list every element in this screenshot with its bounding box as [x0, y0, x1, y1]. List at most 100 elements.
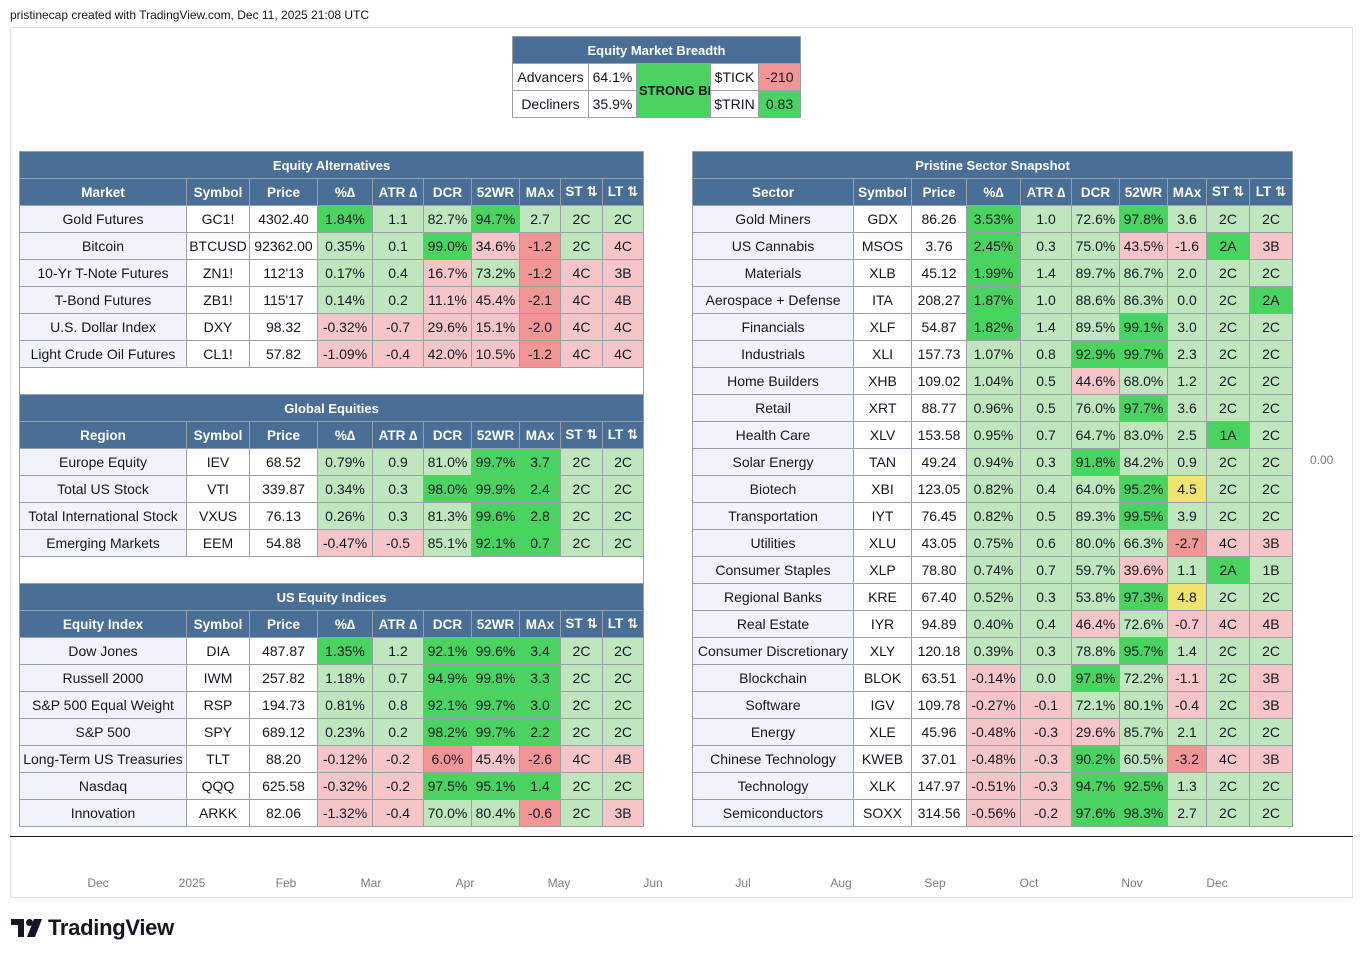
table-cell: 1.82% — [966, 313, 1021, 341]
table-cell: 2.1 — [1167, 718, 1207, 746]
tradingview-logo[interactable]: TradingView — [11, 915, 174, 941]
table-cell: 3B — [1248, 664, 1294, 692]
row-label: Total International Stock — [19, 502, 187, 530]
table-cell: 37.01 — [911, 745, 967, 773]
table-cell: 45.4% — [471, 286, 520, 314]
table-cell: 97.3% — [1119, 583, 1168, 611]
table-cell: 97.8% — [1119, 205, 1168, 233]
table-cell: 112'13 — [249, 259, 318, 287]
table-cell: 2C — [1248, 583, 1294, 611]
table-cell: 3B — [1248, 529, 1294, 557]
table-cell: 57.82 — [249, 340, 318, 368]
table-cell: -1.2 — [519, 340, 561, 368]
table-cell: IGV — [853, 691, 912, 719]
table-cell: 0.52% — [966, 583, 1021, 611]
row-label: Gold Miners — [692, 205, 854, 233]
table-cell: XLK — [853, 772, 912, 800]
table-cell: 4.5 — [1167, 475, 1207, 503]
table-cell: 0.7 — [1020, 556, 1072, 584]
table-cell: 78.8% — [1071, 637, 1120, 665]
table-cell: 0.8 — [372, 691, 424, 719]
table-cell: 2C — [601, 205, 645, 233]
table-cell: -0.56% — [966, 799, 1021, 827]
sector-snapshot-title: Pristine Sector Snapshot — [691, 151, 1294, 179]
table-cell: 109.02 — [911, 367, 967, 395]
table-cell: -1.2 — [519, 232, 561, 260]
table-cell: XLV — [853, 421, 912, 449]
tick-value: -210 — [757, 63, 802, 91]
table-cell: 1.35% — [317, 637, 373, 665]
table-cell: 92362.00 — [249, 232, 318, 260]
table-cell: 80.1% — [1119, 691, 1168, 719]
column-header: LT ⇅ — [601, 178, 645, 206]
row-label: T-Bond Futures — [19, 286, 187, 314]
table-cell: 2C — [1248, 502, 1294, 530]
table-cell: 2C — [560, 502, 603, 530]
table-cell: 0.3 — [1020, 448, 1072, 476]
table-cell: 2C — [1248, 313, 1294, 341]
table-cell: 2.7 — [1167, 799, 1207, 827]
table-cell: 99.7% — [471, 448, 520, 476]
table-cell: 92.9% — [1071, 340, 1120, 368]
breadth-status: STRONG BREADTH — [636, 63, 711, 118]
table-cell: 95.7% — [1119, 637, 1168, 665]
header-row: Market Symbol Price %∆ ATR ∆ DCR 52WR MAx ST ⇅ LT… — [19, 178, 645, 206]
column-header: LT ⇅ — [601, 421, 645, 449]
table-cell: 68.52 — [249, 448, 318, 476]
tick-label: $TICK — [710, 63, 759, 91]
table-cell: 2A — [1248, 286, 1294, 314]
table-cell: 94.7% — [471, 205, 520, 233]
column-header: Symbol — [186, 421, 250, 449]
row-label: Aerospace + Defense — [692, 286, 854, 314]
column-header: LT ⇅ — [1248, 178, 1294, 206]
table-row: U.S. Dollar Index DXY 98.32 -0.32% -0.7 29.6%… — [19, 313, 645, 341]
table-row: T-Bond Futures ZB1! 115'17 0.14% 0.2 11.1% 45.… — [19, 286, 645, 314]
table-cell: 99.0% — [423, 232, 472, 260]
advancers-value: 64.1% — [588, 63, 637, 91]
table-cell: BTCUSD — [186, 232, 250, 260]
row-label: Retail — [692, 394, 854, 422]
table-row: Emerging Markets EEM 54.88 -0.47% -0.5 85.1% 9… — [19, 529, 645, 557]
table-row: Innovation ARKK 82.06 -1.32% -0.4 70.0% 80.4% -… — [19, 799, 645, 827]
table-cell: 99.5% — [1119, 502, 1168, 530]
table-row: S&P 500 SPY 689.12 0.23% 0.2 98.2% 99.7% 2.2 2C 2… — [19, 718, 645, 746]
table-cell: 88.77 — [911, 394, 967, 422]
table-cell: 2C — [1206, 340, 1250, 368]
table-cell: -0.12% — [317, 745, 373, 773]
table-cell: 88.20 — [249, 745, 318, 773]
row-label: Russell 2000 — [19, 664, 187, 692]
table-cell: 0.4 — [1020, 610, 1072, 638]
table-cell: 2C — [1206, 448, 1250, 476]
table-cell: IYR — [853, 610, 912, 638]
table-cell: 45.4% — [471, 745, 520, 773]
table-cell: 2C — [1206, 502, 1250, 530]
column-header: 52WR — [1119, 178, 1168, 206]
table-row: S&P 500 Equal Weight RSP 194.73 0.81% 0.8 92.… — [19, 691, 645, 719]
table-cell: 0.6 — [1020, 529, 1072, 557]
table-row: Industrials XLI 157.73 1.07% 0.8 92.9% 99.7% 2.… — [692, 340, 1294, 368]
table-cell: 0.35% — [317, 232, 373, 260]
table-cell: XLP — [853, 556, 912, 584]
table-cell: 1.2 — [1167, 367, 1207, 395]
table-cell: 4C — [560, 745, 603, 773]
table-cell: 2C — [560, 664, 603, 692]
table-cell: 92.5% — [1119, 772, 1168, 800]
table-cell: IWM — [186, 664, 250, 692]
table-cell: 0.23% — [317, 718, 373, 746]
table-cell: 0.7 — [372, 664, 424, 692]
table-cell: XLY — [853, 637, 912, 665]
time-tick: 2025 — [178, 876, 206, 890]
time-axis[interactable]: Dec 2025 Feb Mar Apr May Jun Jul Aug Sep… — [10, 876, 1353, 892]
table-row: Bitcoin BTCUSD 92362.00 0.35% 0.1 99.0% 34.6% -… — [19, 232, 645, 260]
table-cell: -1.2 — [519, 259, 561, 287]
column-header: 52WR — [471, 610, 520, 638]
table-cell: 2.0 — [1167, 259, 1207, 287]
table-cell: 0.79% — [317, 448, 373, 476]
table-cell: 0.96% — [966, 394, 1021, 422]
table-cell: 339.87 — [249, 475, 318, 503]
table-cell: 2C — [601, 529, 645, 557]
table-cell: 80.0% — [1071, 529, 1120, 557]
table-cell: 2C — [1206, 367, 1250, 395]
chart-pane[interactable] — [10, 27, 1353, 898]
table-cell: 3.3 — [519, 664, 561, 692]
